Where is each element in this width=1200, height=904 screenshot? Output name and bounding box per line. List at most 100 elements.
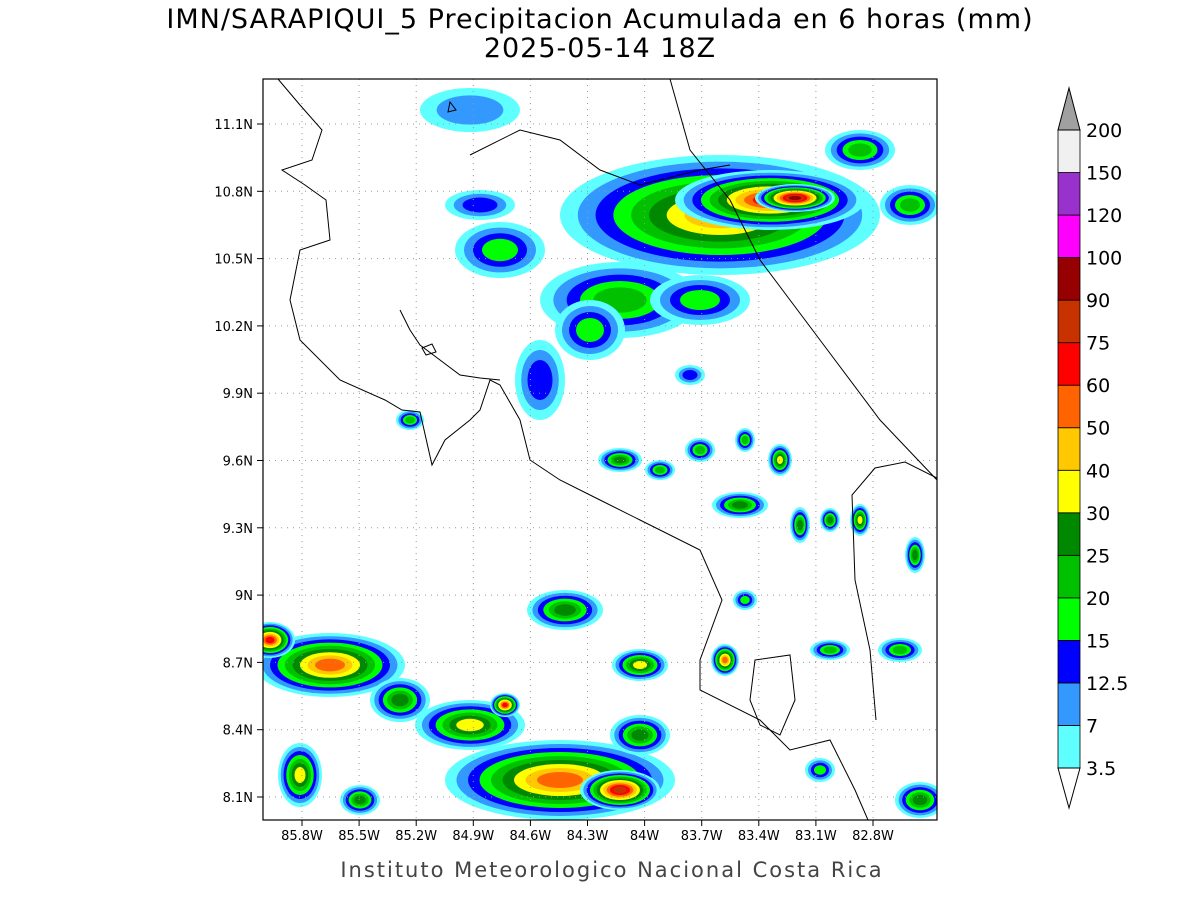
precip-contour (682, 370, 698, 380)
precip-contour (912, 794, 928, 806)
precip-contour (722, 656, 728, 664)
colorbar-label: 75 (1086, 333, 1110, 355)
precip-contour (732, 501, 748, 509)
border-panama (851, 461, 937, 721)
lat-tick-label: 9.6N (223, 455, 253, 470)
precip-contour (814, 765, 826, 775)
lat-tick-label: 8.4N (223, 724, 253, 739)
lat-tick-label: 9N (235, 589, 253, 604)
lon-tick-label: 85.2W (395, 829, 437, 844)
precip-contour (456, 718, 484, 732)
colorbar-segment (1057, 427, 1081, 471)
colorbar-segment (1057, 257, 1081, 301)
precip-contour (680, 290, 720, 310)
precip-contour (827, 516, 833, 524)
colorbar-label: 20 (1086, 588, 1110, 610)
colorbar-over (1057, 86, 1081, 131)
colorbar-segment (1057, 299, 1081, 344)
precip-contour (613, 786, 627, 794)
precip-contour (788, 195, 802, 201)
lat-tick-label: 9.9N (223, 387, 253, 402)
precip-contour (892, 646, 908, 654)
precip-contour (482, 238, 518, 262)
colorbar-under (1057, 767, 1081, 810)
precip-contour (537, 772, 583, 788)
precip-contour (655, 466, 665, 474)
colorbar-segment (1057, 512, 1081, 556)
colorbar-label: 40 (1086, 460, 1110, 482)
colorbar-label: 15 (1086, 630, 1110, 652)
lat-tick-label: 10.2N (214, 320, 253, 335)
nicoya-gulf (399, 309, 501, 381)
colorbar-label: 12.5 (1086, 673, 1128, 695)
precip-contour (294, 767, 306, 783)
lat-tick-label: 8.7N (223, 656, 253, 671)
colorbar-label: 60 (1086, 375, 1110, 397)
footer: Instituto Meteorologico Nacional Costa R… (340, 858, 883, 882)
precip-contour (900, 198, 920, 212)
osa-peninsula (749, 654, 796, 736)
island (421, 343, 437, 356)
colorbar-segment (1057, 725, 1081, 769)
lon-tick-label: 84W (630, 829, 660, 844)
lon-tick-label: 85.8W (281, 829, 323, 844)
precip-contour (405, 416, 415, 424)
border-north (469, 129, 731, 186)
lon-tick-label: 84.6W (509, 829, 551, 844)
map-frame (262, 78, 938, 821)
colorbar-segment (1057, 342, 1081, 386)
lon-tick-label: 83.1W (795, 829, 837, 844)
colorbar-segment (1057, 384, 1081, 429)
precip-contour (462, 197, 498, 213)
lake (447, 100, 457, 113)
colorbar-segment (1057, 554, 1081, 599)
precip-contour (576, 318, 604, 342)
precip-contour (502, 702, 508, 708)
lat-tick-label: 10.8N (214, 185, 253, 200)
colorbar-label: 200 (1086, 120, 1122, 142)
colorbar-segment (1057, 597, 1081, 641)
precip-contour (527, 360, 553, 400)
caribbean-coast (669, 79, 937, 481)
precip-contour (613, 456, 627, 464)
lon-tick-label: 84.3W (567, 829, 609, 844)
colorbar-label: 7 (1086, 715, 1098, 737)
precip-contour (436, 95, 504, 125)
colorbar-segment (1057, 640, 1081, 684)
precip-contour (391, 693, 409, 707)
lat-tick-label: 10.5N (214, 253, 253, 268)
coastlines (277, 79, 937, 820)
precip-contour (354, 795, 366, 805)
colorbar-label: 90 (1086, 290, 1110, 312)
colorbar-label: 3.5 (1086, 758, 1116, 780)
precip-contour (315, 658, 345, 672)
precip-contour (265, 636, 275, 644)
lat-tick-label: 8.1N (223, 791, 253, 806)
precip-contour (741, 436, 749, 444)
precip-contour (848, 143, 872, 157)
lon-tick-label: 84.9W (452, 829, 494, 844)
colorbar-label: 100 (1086, 248, 1122, 270)
colorbar-label: 25 (1086, 545, 1110, 567)
title: IMN/SARAPIQUI_5 Precipitacion Acumulada … (166, 4, 1033, 35)
colorbar-label: 30 (1086, 503, 1110, 525)
colorbar-segment (1057, 214, 1081, 258)
lon-tick-label: 83.4W (738, 829, 780, 844)
precip-contour (740, 596, 750, 604)
lat-tick-label: 11.1N (214, 118, 253, 133)
precip-contour (857, 516, 863, 524)
colorbar-label: 150 (1086, 163, 1122, 185)
lon-tick-label: 82.8W (852, 829, 894, 844)
precip-contour (631, 729, 649, 741)
precipitation-field (263, 88, 937, 820)
colorbar-segment (1057, 469, 1081, 514)
colorbar-segment (1057, 129, 1081, 173)
precip-contour (554, 604, 576, 616)
colorbar-segment (1057, 172, 1081, 216)
pacific-coast (277, 79, 869, 820)
precip-contour (912, 549, 918, 561)
precip-contour (695, 446, 705, 454)
precip-contour (797, 519, 803, 531)
colorbar: 3.5 7 12.5 15 20 25 30 40 50 60 75 90 100 120 150 200 (1057, 86, 1128, 810)
